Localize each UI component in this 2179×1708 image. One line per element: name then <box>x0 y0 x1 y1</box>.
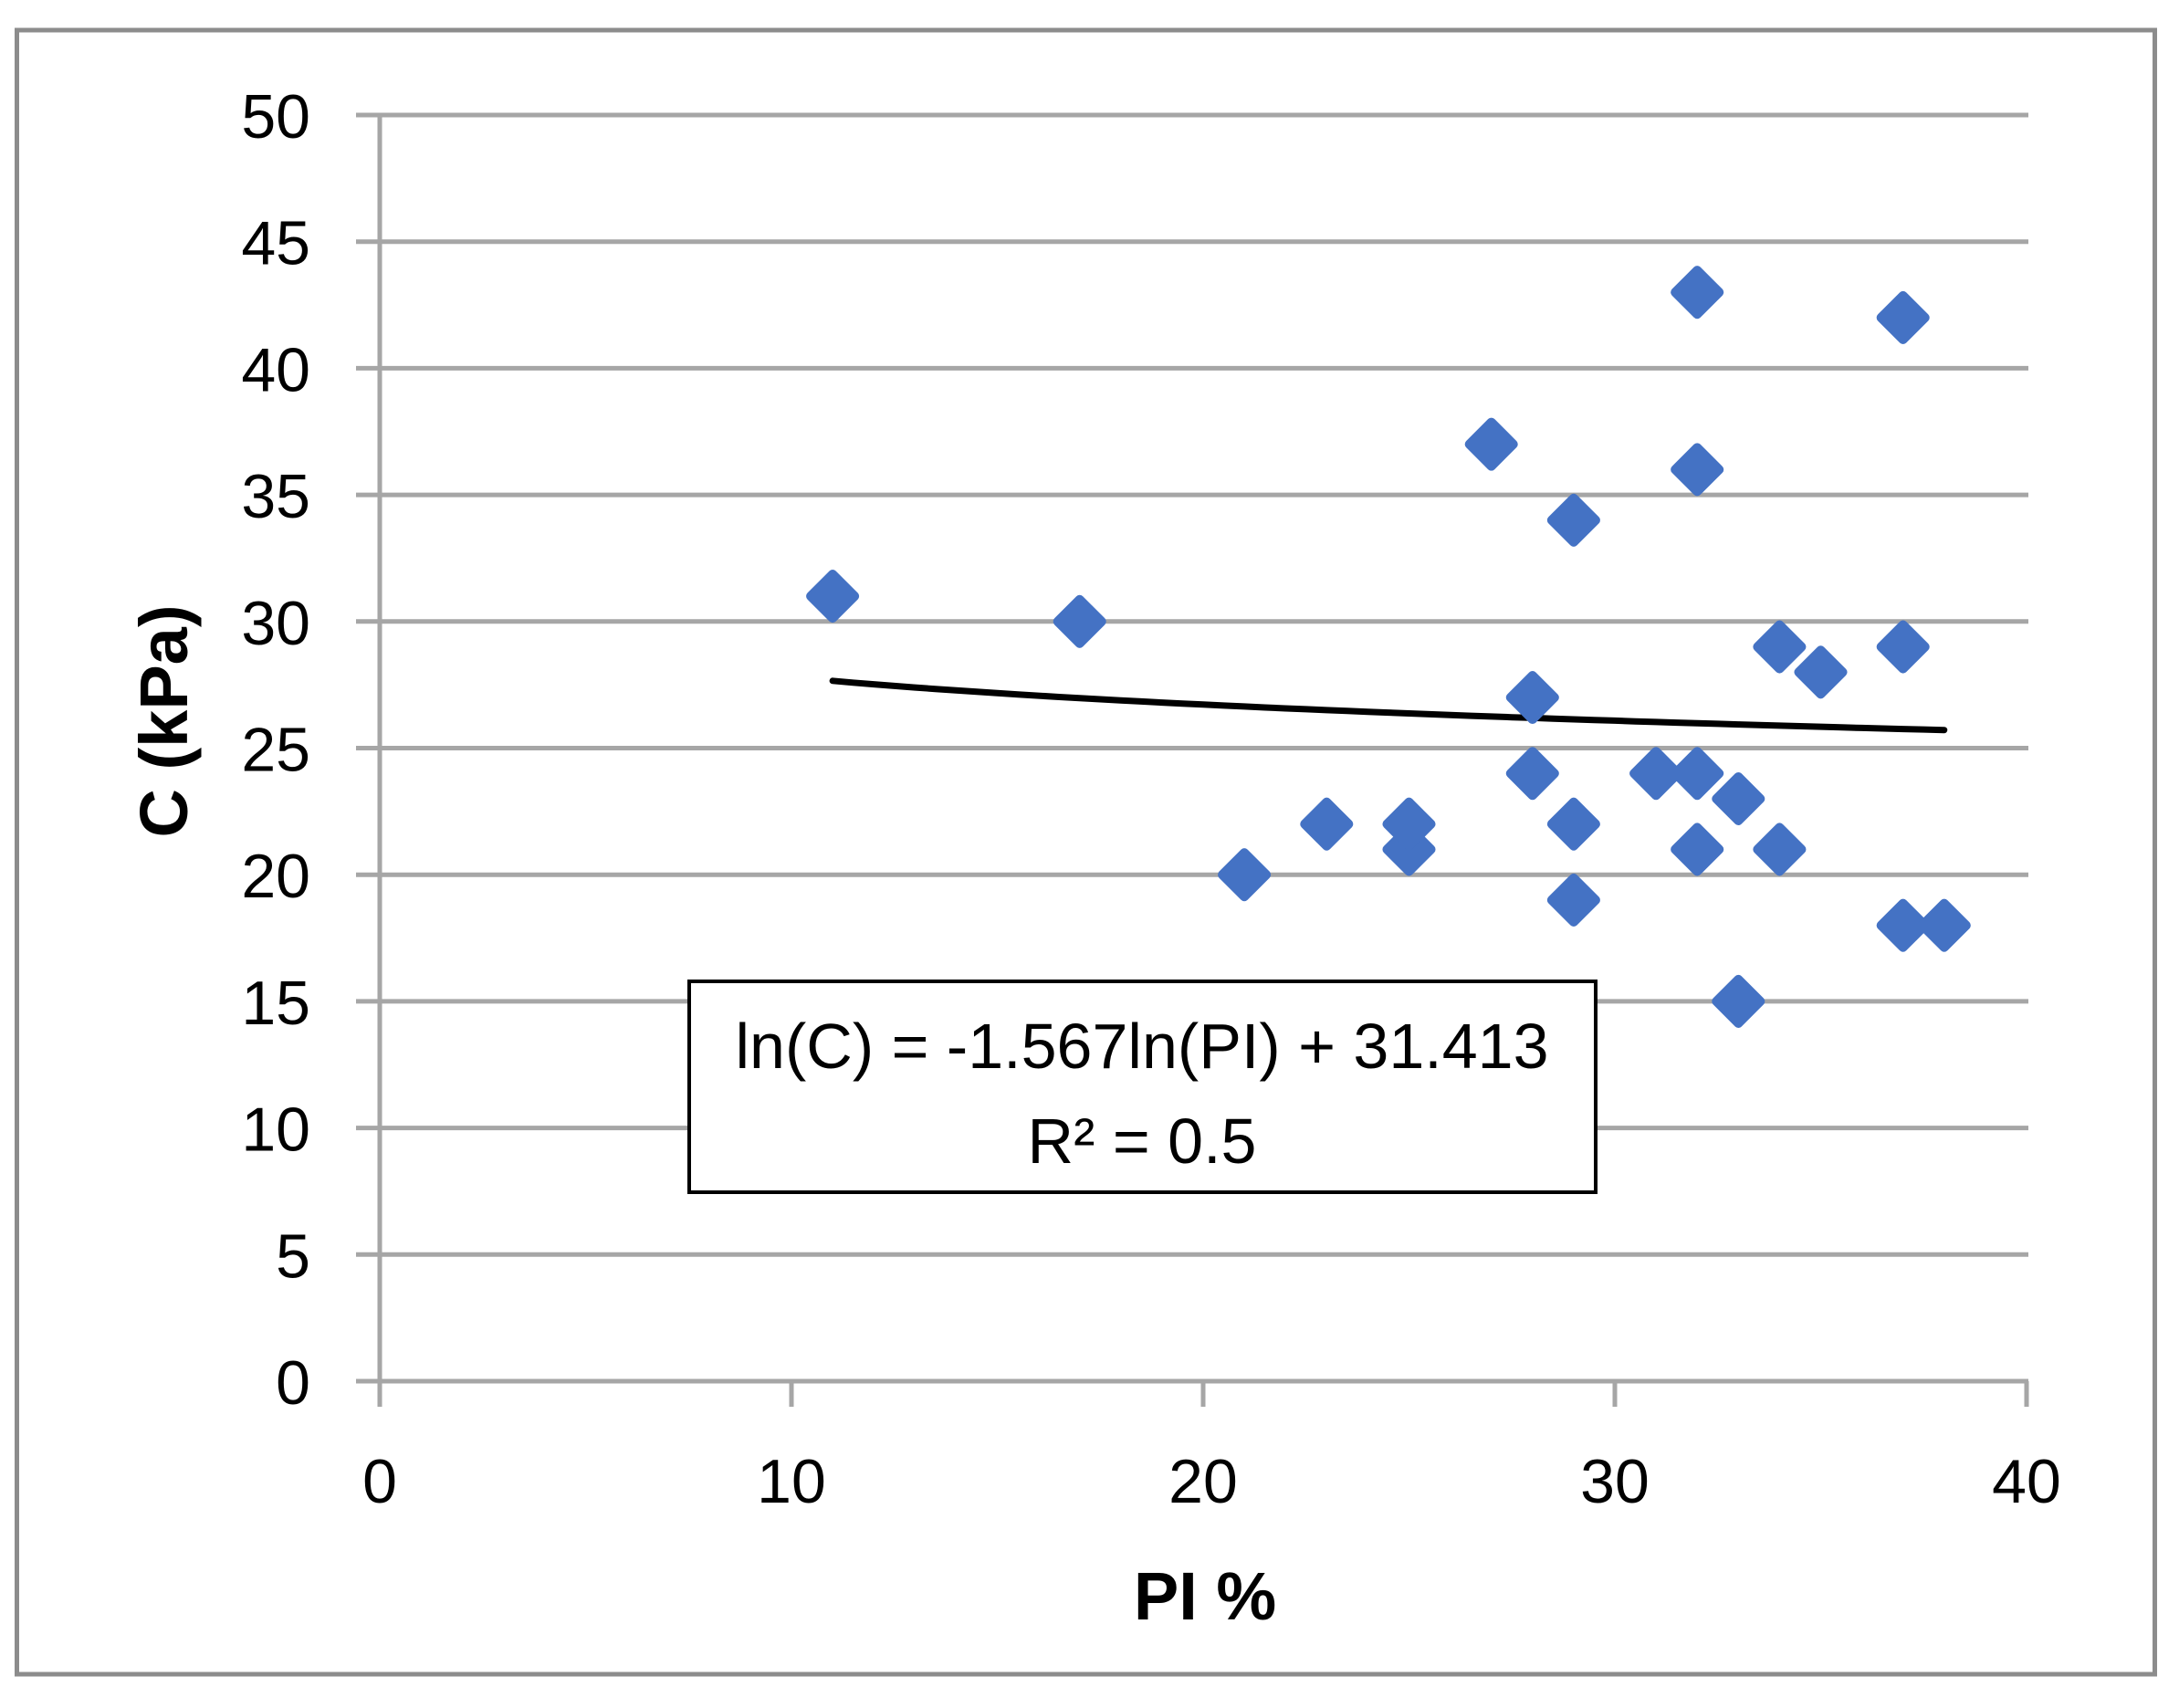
equation-box <box>687 980 1598 1194</box>
data-point-diamond <box>1917 898 1971 952</box>
equation-text: ln(C) = -1.567ln(PI) + 31.413 <box>735 1011 1548 1082</box>
data-point-diamond <box>1629 747 1683 801</box>
y-tick-label: 15 <box>241 969 310 1038</box>
x-tick-label: 30 <box>1580 1447 1650 1516</box>
y-axis-title: C (kPa) <box>126 605 202 838</box>
data-point-diamond <box>1712 771 1765 826</box>
data-point-diamond <box>1876 620 1930 674</box>
y-tick-label: 25 <box>241 716 310 785</box>
y-tick-label: 10 <box>241 1095 310 1165</box>
y-tick-label: 20 <box>241 842 310 911</box>
gridlines <box>356 112 2028 1384</box>
data-point-diamond <box>1671 747 1724 801</box>
r-squared-text: R² = 0.5 <box>1028 1105 1257 1177</box>
data-point-diamond <box>1382 797 1436 851</box>
data-point-diamond <box>1671 266 1724 320</box>
data-point-diamond <box>1876 290 1930 344</box>
data-points <box>806 266 1971 1028</box>
x-tick-labels: 0 10 20 30 40 <box>362 1447 2061 1516</box>
trendline <box>829 677 1948 734</box>
y-tick-labels: 0 5 10 15 20 25 30 35 40 45 50 <box>241 82 310 1418</box>
y-tick-label: 0 <box>276 1348 310 1418</box>
x-axis-title: PI % <box>1134 1558 1276 1634</box>
y-tick-label: 40 <box>241 335 310 404</box>
x-tick-label: 0 <box>362 1447 397 1516</box>
y-tick-label: 45 <box>241 209 310 278</box>
data-point-diamond <box>1464 417 1518 471</box>
data-point-diamond <box>1753 620 1807 674</box>
data-point-diamond <box>1218 848 1272 902</box>
data-point-diamond <box>1505 670 1559 725</box>
y-tick-label: 5 <box>276 1221 310 1291</box>
data-point-diamond <box>1794 645 1848 699</box>
data-point-diamond <box>1546 797 1600 851</box>
data-point-diamond <box>1876 898 1930 952</box>
x-tick-label: 20 <box>1168 1447 1238 1516</box>
data-point-diamond <box>1505 747 1559 801</box>
y-tick-label: 50 <box>241 82 310 152</box>
data-point-diamond <box>1671 823 1724 876</box>
x-tick-label: 10 <box>757 1447 826 1516</box>
y-tick-label: 30 <box>241 589 310 658</box>
x-axis-ticks <box>377 1381 2029 1407</box>
data-point-diamond <box>1671 443 1724 497</box>
chart-border-frame <box>15 27 2157 1677</box>
data-point-diamond <box>1712 974 1765 1028</box>
data-point-diamond <box>1546 493 1600 547</box>
data-point-diamond <box>1053 594 1106 648</box>
data-point-diamond <box>806 570 860 623</box>
y-tick-label: 35 <box>241 462 310 531</box>
x-tick-label: 40 <box>1992 1447 2061 1516</box>
data-point-diamond <box>1300 797 1354 851</box>
data-point-diamond <box>1753 823 1807 876</box>
data-point-diamond <box>1546 873 1600 927</box>
